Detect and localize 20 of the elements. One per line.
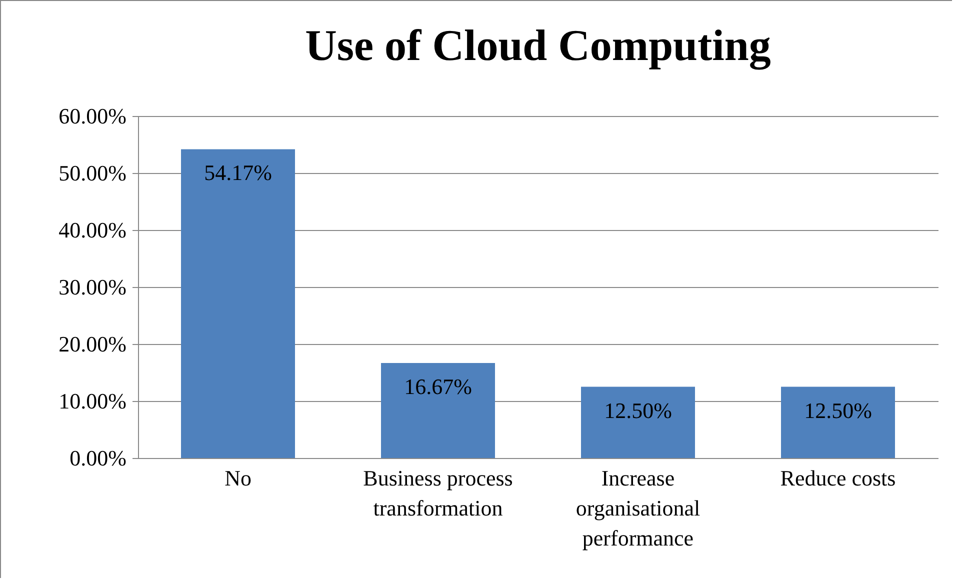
- x-tick-label: Reduce costs: [780, 466, 896, 490]
- y-tick-label: 50.00%: [58, 160, 126, 186]
- data-label: 16.67%: [404, 374, 472, 399]
- x-tick-label: No: [224, 466, 252, 490]
- bar: [581, 386, 695, 458]
- y-tick-label: 10.00%: [58, 388, 126, 414]
- data-label: 12.50%: [604, 398, 672, 423]
- y-tick-label: 0.00%: [70, 446, 126, 470]
- chart-title: Use of Cloud Computing: [305, 21, 771, 70]
- y-tick-label: 60.00%: [58, 104, 126, 128]
- x-tick-label: Business process transformation: [363, 466, 513, 520]
- bar: [781, 386, 895, 458]
- y-tick-label: 40.00%: [58, 218, 126, 242]
- bar: [381, 362, 495, 458]
- x-tick-label: Increase organisational performance: [576, 466, 700, 550]
- data-label: 12.50%: [804, 398, 872, 423]
- bar: [181, 149, 295, 458]
- y-tick-label: 30.00%: [58, 274, 126, 300]
- data-label: 54.17%: [204, 160, 272, 186]
- y-tick-label: 20.00%: [58, 332, 126, 356]
